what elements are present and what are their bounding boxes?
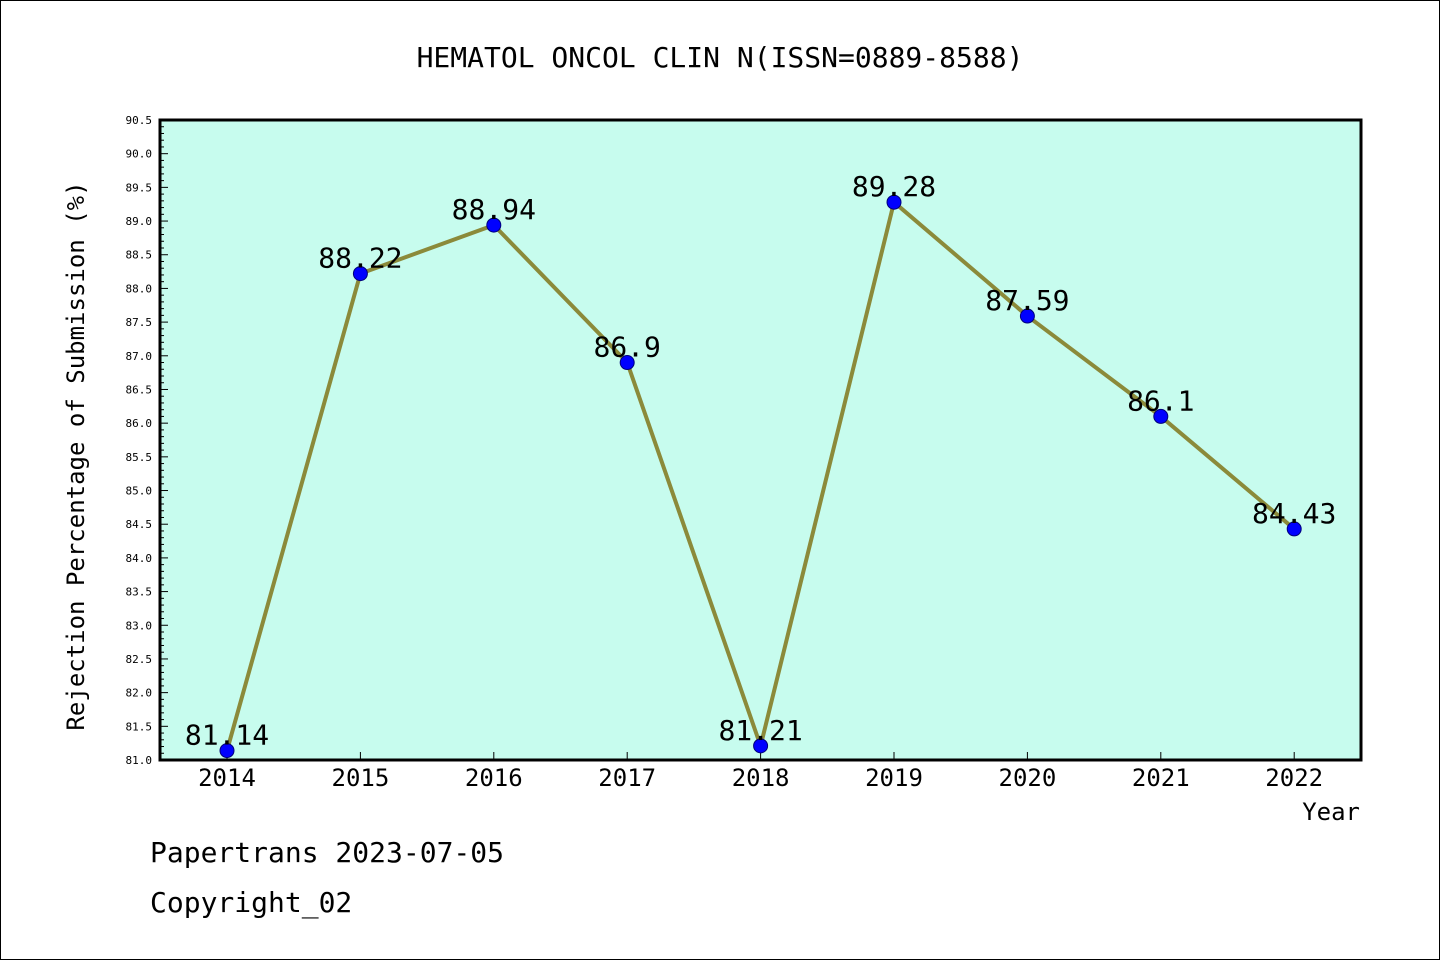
y-tick-label: 88.5 [126,249,153,262]
y-tick-label: 86.5 [126,383,153,396]
y-tick-label: 85.5 [126,451,153,464]
data-label: 88.22 [318,242,402,275]
y-tick-label: 84.5 [126,518,153,531]
x-axis-title: Year [1302,798,1360,826]
data-label: 86.1 [1127,384,1194,417]
data-point [753,738,769,754]
y-tick-label: 87.5 [126,316,153,329]
x-tick-label: 2016 [465,764,523,792]
y-axis-title: Rejection Percentage of Submission (%) [62,181,90,730]
x-tick-label: 2020 [999,764,1057,792]
x-tick-label: 2021 [1132,764,1190,792]
data-label: 88.94 [452,193,536,226]
y-tick-label: 81.5 [126,720,153,733]
y-tick-label: 83.0 [126,619,153,632]
data-point [886,194,902,210]
x-tick-label: 2014 [198,764,256,792]
footer-copyright: Copyright_02 [150,886,353,919]
data-point [1286,521,1302,537]
y-tick-label: 83.5 [126,586,153,599]
data-label: 81.21 [718,714,802,747]
data-label: 89.28 [852,170,936,203]
y-tick-label: 84.0 [126,552,153,565]
data-point [486,217,502,233]
y-tick-label: 89.5 [126,181,153,194]
y-tick-label: 89.0 [126,215,153,228]
data-point [219,743,235,759]
x-tick-label: 2019 [865,764,923,792]
data-point [1153,408,1169,424]
chart-title: HEMATOL ONCOL CLIN N(ISSN=0889-8588) [417,41,1024,74]
data-labels: 81.14 88.22 88.94 86.9 81.21 89.28 87.59 86.1 84… [185,170,1336,751]
data-label: 87.59 [985,284,1069,317]
data-label: 86.9 [593,331,660,364]
y-tick-label: 82.5 [126,653,153,666]
data-point [352,266,368,282]
data-label: 81.14 [185,719,269,752]
series-markers [219,194,1302,759]
x-axis-ticks: 2014 2015 2016 2017 2018 2019 2020 2021 2022 [198,752,1323,792]
plot-area [158,118,1363,762]
x-tick-label: 2018 [732,764,790,792]
y-tick-label: 85.0 [126,485,153,498]
x-tick-label: 2015 [332,764,390,792]
y-tick-label: 90.0 [126,148,153,161]
y-tick-label: 90.5 [126,114,153,127]
data-point [1019,308,1035,324]
y-axis-ticks: 81.0 81.5 82.0 82.5 83.0 83.5 84.0 84.5 85.0 85.5… [126,114,168,767]
footer-date: Papertrans 2023-07-05 [150,836,505,869]
x-tick-label: 2022 [1265,764,1323,792]
y-tick-label: 81.0 [126,754,153,767]
x-tick-label: 2017 [598,764,656,792]
data-label: 84.43 [1252,497,1336,530]
y-tick-label: 87.0 [126,350,153,363]
y-tick-label: 88.0 [126,282,153,295]
data-point [619,355,635,371]
y-tick-label: 86.0 [126,417,153,430]
y-tick-label: 82.0 [126,687,153,700]
